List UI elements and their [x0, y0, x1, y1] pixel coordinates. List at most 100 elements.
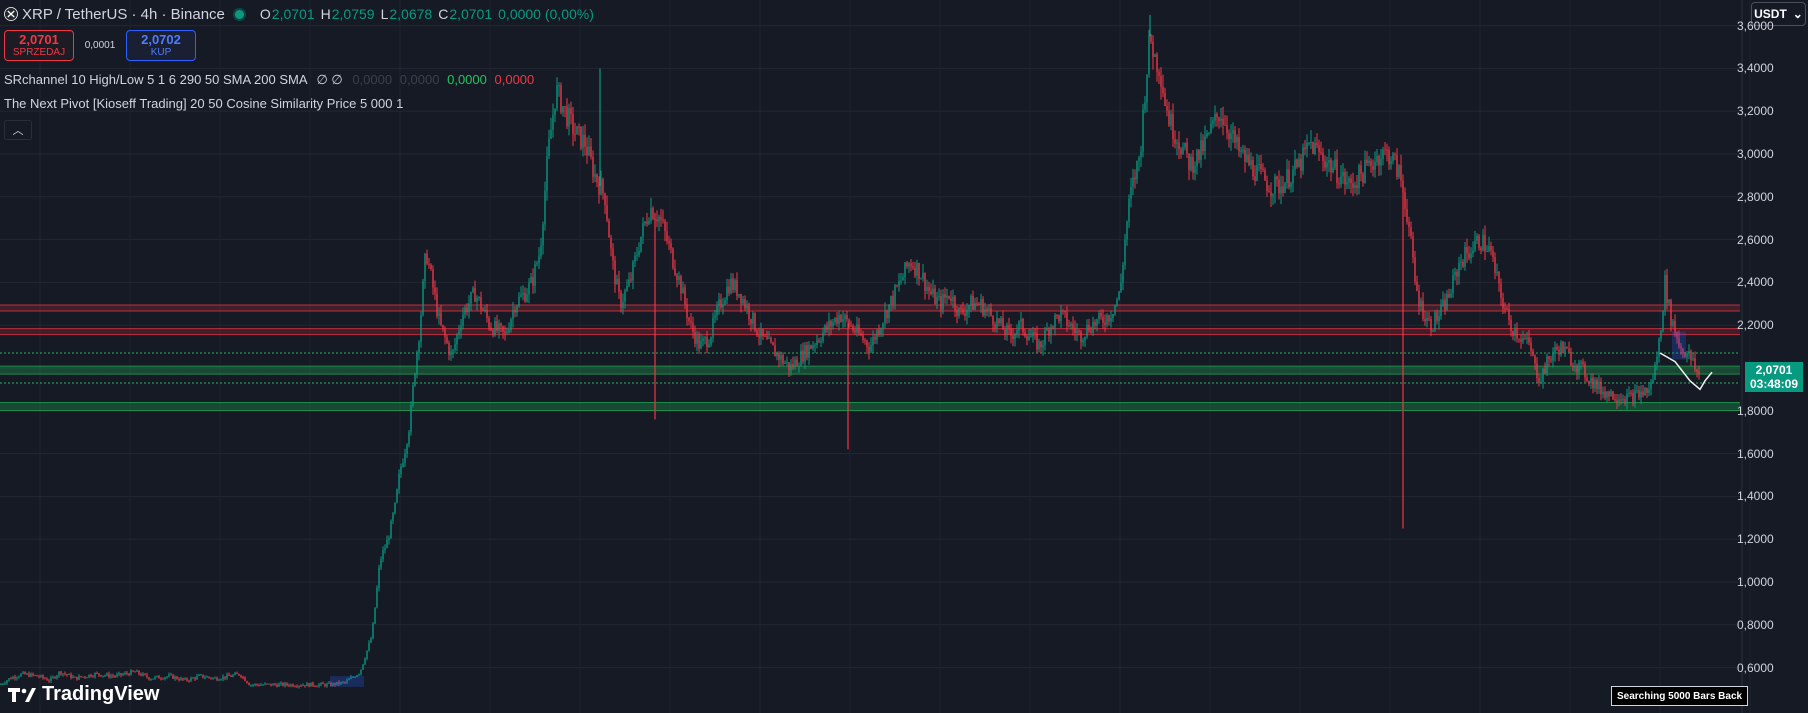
candle-body [1208, 132, 1210, 134]
candle-body [1072, 323, 1074, 329]
candle-body [1124, 239, 1126, 265]
candle-body [1692, 358, 1694, 360]
candle-body [152, 678, 154, 680]
candle-body [1480, 247, 1482, 251]
candle-body [1386, 149, 1388, 151]
candle-body [1564, 346, 1566, 354]
candle-body [176, 676, 178, 680]
candle-body [292, 684, 294, 687]
candle-body [1402, 180, 1404, 193]
candle-body [614, 260, 616, 285]
tradingview-logo[interactable]: TradingView [8, 683, 159, 706]
buy-button[interactable]: 2,0702 KUP [126, 30, 196, 61]
candle-body [48, 680, 50, 682]
candle-body [106, 673, 108, 676]
candle-body [66, 674, 68, 676]
candle-body [324, 684, 326, 687]
candle-body [680, 276, 682, 294]
pivot-match-box-history [330, 676, 364, 687]
candle-body [582, 134, 584, 149]
candle-body [1188, 153, 1190, 171]
candle-body [1534, 355, 1536, 364]
candle-body [1632, 393, 1634, 404]
candle-body [1580, 361, 1582, 363]
candle-body [1228, 133, 1230, 140]
candle-body [592, 157, 594, 177]
sell-label: SPRZEDAJ [12, 47, 66, 58]
currency-selector[interactable]: USDT ⌄ [1751, 2, 1806, 26]
candle-body [1088, 324, 1090, 332]
candle-body [548, 138, 550, 157]
candle-body [456, 334, 458, 345]
candle-body [1232, 130, 1234, 134]
candle-body [316, 686, 318, 688]
candle-body [490, 327, 492, 331]
candle-body [892, 296, 894, 305]
sell-button[interactable]: 2,0701 SPRZEDAJ [4, 30, 74, 61]
candle-body [1568, 348, 1570, 352]
candle-body [170, 674, 172, 676]
srchannel-label: SRchannel 10 High/Low 5 1 6 290 50 SMA 2… [4, 72, 307, 87]
candle-body [1100, 312, 1102, 317]
candle-body [786, 362, 788, 364]
candle-body [1180, 149, 1182, 155]
indicator-srchannel[interactable]: SRchannel 10 High/Low 5 1 6 290 50 SMA 2… [4, 72, 534, 88]
candle-body [226, 674, 228, 679]
candle-body [1038, 341, 1040, 350]
candle-body [368, 642, 370, 651]
candle-body [82, 676, 84, 678]
candle-body [1398, 165, 1400, 178]
candle-body [506, 331, 508, 333]
candle-body [1030, 336, 1032, 338]
collapse-indicators-button[interactable]: ︿ [4, 120, 32, 140]
candle-body [650, 208, 652, 221]
candle-body [470, 291, 472, 304]
candle-body [1106, 315, 1108, 325]
candle-body [1464, 246, 1466, 267]
candle-body [70, 673, 72, 679]
candle-body [1522, 338, 1524, 342]
candle-body [838, 315, 840, 324]
candle-body [1366, 159, 1368, 164]
open-value: 2,0701 [271, 6, 315, 22]
candle-body [688, 317, 690, 322]
candle-body [1660, 331, 1662, 339]
candle-body [1258, 164, 1260, 166]
candle-body [338, 681, 340, 685]
candle-body [816, 340, 818, 345]
candle-body [1192, 156, 1194, 173]
candle-body [842, 319, 844, 322]
candle-body [526, 294, 528, 302]
candle-body [934, 288, 936, 304]
candle-body [738, 294, 740, 297]
candle-body [1056, 314, 1058, 316]
candle-body [1612, 391, 1614, 400]
y-axis-label: 1,2000 [1737, 532, 1774, 547]
candle-body [1556, 346, 1558, 350]
candle-body [1300, 158, 1302, 171]
sr-levels [0, 304, 1740, 411]
indicator-next-pivot[interactable]: The Next Pivot [Kioseff Trading] 20 50 C… [4, 96, 403, 111]
candle-body [800, 350, 802, 366]
candle-body [868, 346, 870, 352]
candle-body [576, 126, 578, 135]
candle-body [980, 299, 982, 305]
market-status-icon [234, 9, 244, 19]
candle-body [1200, 140, 1202, 160]
y-axis-label: 0,6000 [1737, 660, 1774, 675]
candle-body [94, 672, 96, 677]
candle-body [4, 683, 6, 685]
candle-body [1020, 318, 1022, 322]
symbol-title[interactable]: XRP / TetherUS · 4h · Binance [22, 5, 225, 23]
candle-body [14, 676, 16, 679]
candle-body [534, 264, 536, 286]
candle-body [1454, 271, 1456, 275]
candle-body [906, 262, 908, 267]
candle-body [1128, 198, 1130, 222]
candle-body [668, 241, 670, 244]
candle-body [1446, 293, 1448, 311]
candle-body [776, 352, 778, 357]
candle-body [664, 221, 666, 232]
candle-body [942, 293, 944, 310]
